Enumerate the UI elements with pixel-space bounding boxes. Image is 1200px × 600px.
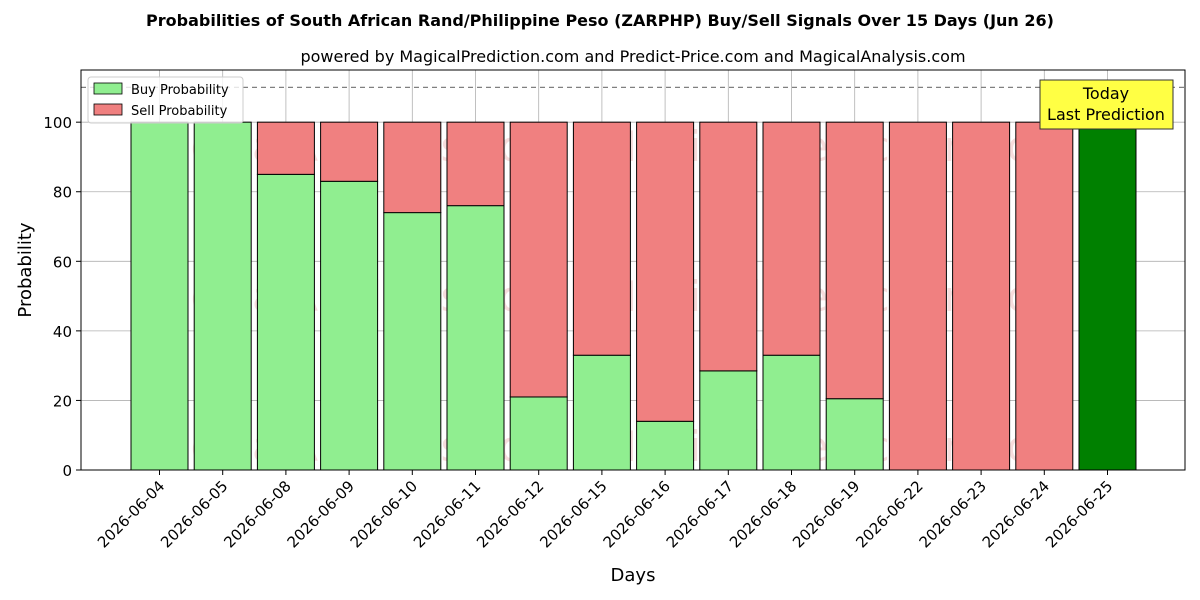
buy-bar [699, 370, 758, 471]
buy-bar [1078, 121, 1137, 471]
sell-bar [636, 121, 695, 422]
legend-label-buy: Buy Probability [131, 83, 229, 98]
buy-bar [256, 173, 315, 471]
x-tick-label: 2026-06-05 [157, 477, 231, 551]
legend: Buy Probability Sell Probability [87, 76, 244, 124]
today-annotation-box [1039, 79, 1174, 130]
buy-bar [130, 121, 189, 471]
x-tick-label: 2026-06-04 [94, 477, 168, 551]
buy-bar [762, 354, 821, 471]
buy-bar [446, 205, 505, 471]
x-axis-label: Days [611, 565, 656, 586]
sell-bar [509, 121, 568, 398]
x-tick-label: 2026-06-23 [916, 477, 990, 551]
chart-title: Probabilities of South African Rand/Phil… [146, 11, 1054, 30]
y-tick-label: 20 [53, 392, 72, 410]
chart-subtitle: powered by MagicalPrediction.com and Pre… [300, 47, 965, 66]
y-tick-label: 80 [53, 184, 72, 202]
x-tick-label: 2026-06-18 [726, 477, 800, 551]
x-tick-label: 2026-06-10 [347, 477, 421, 551]
sell-bar [825, 121, 884, 400]
x-tick-label: 2026-06-24 [979, 477, 1053, 551]
x-tick-label: 2026-06-08 [220, 477, 294, 551]
x-tick-label: 2026-06-25 [1042, 477, 1116, 551]
y-tick-label: 60 [53, 253, 72, 271]
sell-bar [446, 121, 505, 207]
plot-frame [80, 69, 1186, 471]
sell-bar [572, 121, 631, 356]
x-tick-label: 2026-06-19 [789, 477, 863, 551]
x-tick-label: 2026-06-11 [410, 477, 484, 551]
x-tick-label: 2026-06-22 [852, 477, 926, 551]
today-annotation: Today Last Prediction [1039, 79, 1174, 130]
x-tick-label: 2026-06-15 [536, 477, 610, 551]
y-tick-label: 40 [53, 323, 72, 341]
buy-bar [825, 398, 884, 471]
legend-swatch-sell [93, 103, 123, 116]
buy-bar [320, 180, 379, 471]
legend-label-sell: Sell Probability [131, 104, 228, 119]
buy-bar [636, 420, 695, 471]
sell-bar [383, 121, 442, 214]
sell-bar [256, 121, 315, 175]
buy-bar [383, 212, 442, 471]
bar-layer [81, 86, 1185, 471]
x-tick-label: 2026-06-17 [663, 477, 737, 551]
legend-swatch-buy [93, 82, 123, 95]
sell-bar [762, 121, 821, 356]
buy-bar [572, 354, 631, 471]
today-annotation-line1: Today [1082, 84, 1129, 103]
sell-bar [320, 121, 379, 182]
sell-bar [699, 121, 758, 372]
x-tick-label: 2026-06-16 [600, 477, 674, 551]
y-axis-label: Probability [15, 222, 36, 317]
legend-box [87, 76, 244, 124]
buy-bar [509, 396, 568, 471]
buy-bar [193, 121, 252, 471]
y-tick-label: 0 [62, 462, 72, 480]
sell-bar [1015, 121, 1074, 471]
y-tick-label: 100 [43, 114, 72, 132]
x-tick-label: 2026-06-09 [284, 477, 358, 551]
x-tick-label: 2026-06-12 [473, 477, 547, 551]
sell-bar [888, 121, 947, 471]
sell-bar [952, 121, 1011, 471]
today-annotation-line2: Last Prediction [1047, 105, 1165, 124]
